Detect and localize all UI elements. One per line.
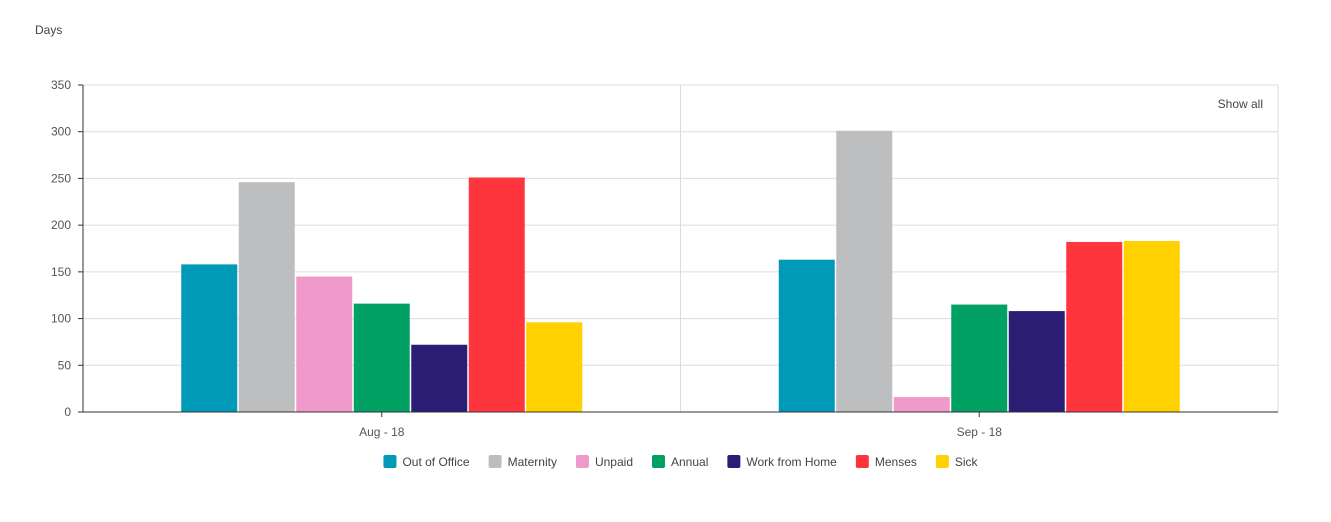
legend-swatch [383, 455, 397, 468]
bar-annual-2[interactable] [951, 304, 1008, 412]
legend-label: Out of Office [402, 455, 469, 469]
y-tick-label: 350 [51, 78, 71, 92]
legend-label: Annual [671, 455, 708, 469]
y-tick-label: 100 [51, 312, 71, 326]
legend-item-unpaid[interactable]: Unpaid [575, 455, 633, 469]
bar-work-from-home-1[interactable] [411, 344, 468, 412]
bar-menses-2[interactable] [1066, 241, 1123, 412]
legend-item-out-of-office[interactable]: Out of Office [383, 455, 470, 469]
y-tick-label: 250 [51, 171, 71, 185]
legend-item-menses[interactable]: Menses [855, 455, 917, 469]
legend-swatch [935, 455, 949, 468]
legend-label: Unpaid [595, 455, 633, 469]
y-axis-title: Days [35, 23, 62, 37]
legend-label: Maternity [508, 455, 557, 469]
legend-label: Menses [875, 455, 917, 469]
legend-item-maternity[interactable]: Maternity [488, 455, 557, 469]
legend-swatch [727, 455, 741, 468]
bar-sick-1[interactable] [526, 322, 583, 412]
legend-swatch [652, 455, 665, 468]
bar-out-of-office-2[interactable] [778, 259, 835, 412]
legend-label: Work from Home [746, 455, 837, 469]
bar-maternity-2[interactable] [836, 130, 893, 412]
y-tick-label: 150 [51, 265, 71, 279]
legend-label: Sick [955, 455, 979, 469]
legend-item-sick[interactable]: Sick [935, 455, 979, 469]
bar-work-from-home-2[interactable] [1008, 311, 1065, 412]
show-all-button[interactable]: Show all [1218, 97, 1263, 111]
bar-menses-1[interactable] [468, 177, 525, 412]
bars-layer [181, 130, 1180, 412]
bar-unpaid-1[interactable] [296, 276, 353, 412]
bar-sick-2[interactable] [1123, 241, 1180, 412]
y-tick-label: 300 [51, 125, 71, 139]
bar-annual-1[interactable] [353, 303, 410, 412]
legend-swatch [575, 455, 589, 468]
legend-swatch [488, 455, 502, 468]
legend[interactable]: Out of Office Maternity Unpaid Annual Work f… [383, 455, 979, 469]
y-tick-label: 50 [58, 358, 72, 372]
bar-unpaid-2[interactable] [893, 397, 950, 412]
x-tick-label: Aug - 18 [359, 425, 405, 439]
legend-item-annual[interactable]: Annual [652, 455, 708, 469]
legend-item-work-from-home[interactable]: Work from Home [727, 455, 837, 469]
y-tick-label: 0 [64, 405, 71, 419]
y-tick-label: 200 [51, 218, 71, 232]
bar-out-of-office-1[interactable] [181, 264, 238, 412]
axis-layer: 0 50 100 150 200 250 300 350 Aug - 18 Sep - 18 [51, 78, 1278, 439]
legend-swatch [855, 455, 869, 468]
x-tick-label: Sep - 18 [957, 425, 1003, 439]
bar-maternity-1[interactable] [238, 182, 295, 412]
